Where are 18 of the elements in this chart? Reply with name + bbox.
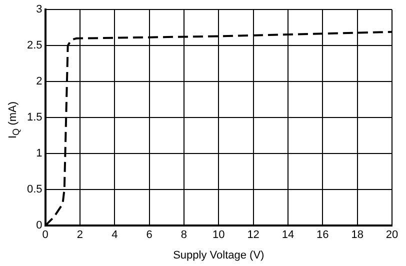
- y-tick-label: 1: [36, 148, 42, 160]
- y-tick-label: 0.5: [26, 184, 42, 196]
- x-tick-label: 8: [180, 229, 188, 242]
- x-tick-label: 16: [316, 229, 329, 242]
- y-tick-label: 3: [36, 4, 42, 16]
- x-axis-title: Supply Voltage (V): [173, 249, 264, 262]
- x-tick-label: 14: [282, 229, 294, 242]
- y-tick-label: 2: [36, 76, 42, 88]
- x-tick-label: 20: [386, 229, 398, 242]
- y-tick-label: 2.5: [26, 40, 42, 52]
- x-tick-label: 6: [146, 229, 152, 242]
- x-tick-label: 4: [112, 229, 118, 242]
- y-tick-label: 0: [36, 220, 42, 232]
- x-tick-label: 12: [247, 229, 260, 242]
- y-tick-label: 1.5: [26, 112, 42, 124]
- x-tick-label: 18: [351, 229, 364, 242]
- x-tick-label: 10: [212, 229, 225, 242]
- x-tick-label: 2: [76, 229, 84, 242]
